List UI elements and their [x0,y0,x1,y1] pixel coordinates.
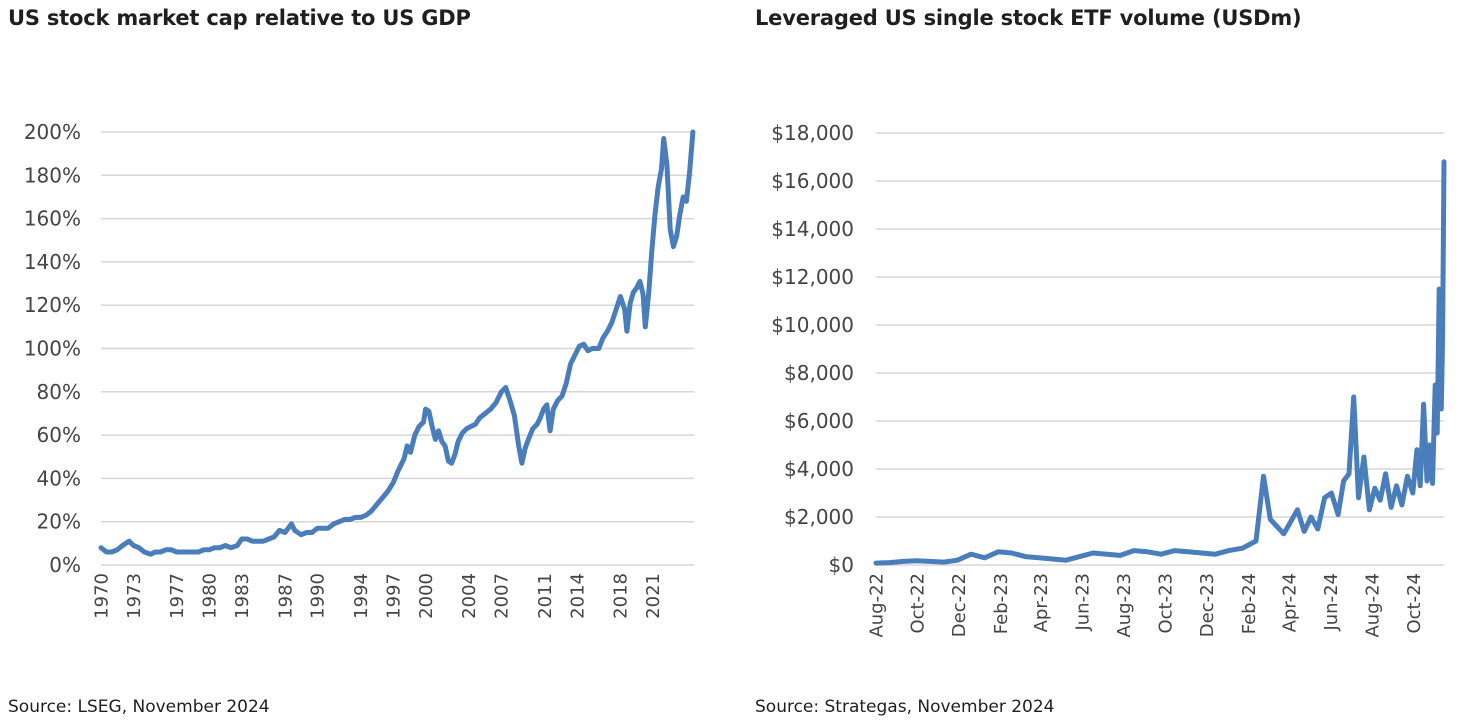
x-tick-label: Apr-23 [1031,573,1052,632]
chart-source: Source: LSEG, November 2024 [8,697,270,717]
x-tick-label: Feb-24 [1239,573,1260,634]
y-tick-label: $10,000 [771,313,854,337]
y-tick-label: $6,000 [784,409,854,433]
y-tick-label: 200% [24,120,81,144]
series-line [98,129,696,557]
y-tick-label: 140% [24,250,81,274]
x-tick-label: Dec-22 [949,573,970,637]
chart-source: Source: Strategas, November 2024 [755,697,1055,717]
y-tick-label: 20% [37,510,81,534]
x-tick-label: Aug-24 [1362,573,1383,638]
y-tick-label: 80% [37,380,81,404]
x-tick-label: Dec-23 [1197,573,1218,637]
etf-volume-plot: $0 $2,000 $4,000 $6,000 $8,000 $10,000 $12,000… [771,121,1447,638]
chart-panel-market-cap: US stock market cap relative to US GDP 0… [8,6,696,717]
x-tick-label: 1977 [167,573,188,619]
y-tick-label: 160% [24,207,81,231]
y-tick-label: $4,000 [784,457,854,481]
x-tick-label: 2000 [416,573,437,619]
chart-title: Leveraged US single stock ETF volume (US… [755,6,1302,30]
y-tick-label: $18,000 [771,121,854,145]
market-cap-plot: 0% 20% 40% 60% 80% 100% 120% 140% 160% 180% 200% 19… [24,120,696,619]
x-tick-label: 1983 [232,573,253,619]
x-tick-label: 1997 [383,573,404,619]
y-tick-label: 60% [37,423,81,447]
x-tick-label: 1987 [275,573,296,619]
y-tick-label: 40% [37,466,81,490]
x-tick-label: 1990 [308,573,329,619]
x-tick-label: 2007 [492,573,513,619]
x-tick-label: 2004 [459,573,480,619]
x-tick-label: Feb-23 [991,573,1012,634]
x-tick-label: 1970 [91,573,112,619]
x-tick-label: Oct-23 [1155,573,1176,634]
y-tick-label: $2,000 [784,505,854,529]
x-tick-label: 2021 [643,573,664,619]
y-tick-label: 180% [24,163,81,187]
series-line [873,159,1447,566]
x-tick-label: 1980 [200,573,221,619]
x-tick-label: Apr-24 [1280,573,1301,632]
x-tick-label: Aug-22 [866,573,887,638]
y-tick-label: $8,000 [784,361,854,385]
chart-panel-etf-volume: Leveraged US single stock ETF volume (US… [736,0,1472,727]
y-tick-label: 120% [24,293,81,317]
y-tick-label: $16,000 [771,169,854,193]
y-tick-label: $12,000 [771,265,854,289]
x-tick-label: 2018 [611,573,632,619]
y-tick-label: 100% [24,337,81,361]
y-tick-label: $0 [829,553,854,577]
x-tick-label: Oct-22 [908,573,929,634]
chart-title: US stock market cap relative to US GDP [8,6,471,30]
x-tick-label: 1994 [351,573,372,619]
y-tick-label: $14,000 [771,217,854,241]
x-tick-label: Oct-24 [1404,573,1425,634]
x-tick-label: Jun-23 [1073,573,1094,632]
x-tick-label: 2011 [535,573,556,619]
x-tick-label: Jun-24 [1321,573,1342,632]
y-tick-label: 0% [49,553,81,577]
x-tick-label: 1973 [124,573,145,619]
x-tick-label: 2014 [567,573,588,619]
x-tick-label: Aug-23 [1114,573,1135,638]
